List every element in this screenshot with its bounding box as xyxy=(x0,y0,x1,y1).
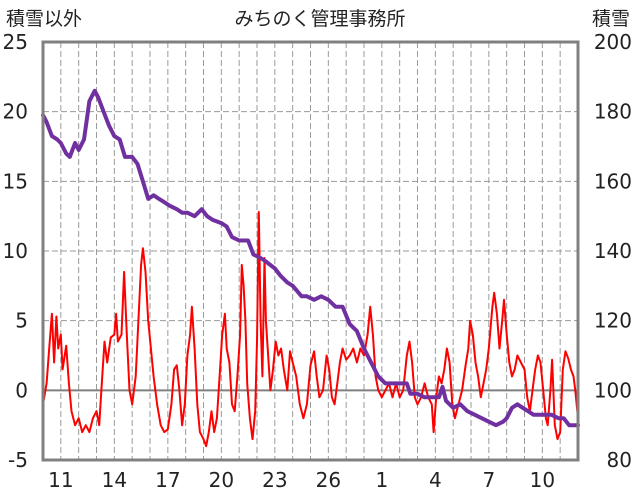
right-tick-label: 80 xyxy=(607,448,632,472)
left-tick-label: 10 xyxy=(3,239,28,263)
right-tick-label: 200 xyxy=(594,30,632,54)
plot-frame xyxy=(41,40,580,462)
left-tick-label: 5 xyxy=(15,309,28,333)
left-axis-title: 積雪以外 xyxy=(6,8,82,30)
x-tick-label: 1 xyxy=(375,468,388,492)
right-tick-label: 100 xyxy=(594,378,632,402)
x-tick-label: 20 xyxy=(209,468,234,492)
left-tick-label: 20 xyxy=(3,100,28,124)
right-tick-label: 160 xyxy=(594,169,632,193)
x-tick-label: 11 xyxy=(48,468,73,492)
x-tick-label: 26 xyxy=(316,468,341,492)
x-tick-label: 23 xyxy=(262,468,287,492)
x-tick-label: 10 xyxy=(530,468,555,492)
left-tick-label: -5 xyxy=(8,448,28,472)
x-tick-label: 17 xyxy=(155,468,180,492)
left-tick-label: 25 xyxy=(3,30,28,54)
x-tick-label: 14 xyxy=(102,468,127,492)
right-tick-label: 180 xyxy=(594,100,632,124)
right-axis-title: 積雪 xyxy=(592,8,630,30)
gridlines xyxy=(43,42,578,460)
left-tick-label: 0 xyxy=(15,378,28,402)
snow-series-line xyxy=(41,88,580,428)
x-tick-label: 7 xyxy=(482,468,495,492)
chart-title: みちのく管理事務所 xyxy=(234,8,405,30)
other-series-line xyxy=(42,211,579,448)
right-tick-label: 120 xyxy=(594,309,632,333)
series-group xyxy=(41,88,580,448)
right-tick-label: 140 xyxy=(594,239,632,263)
x-tick-label: 4 xyxy=(429,468,442,492)
left-tick-label: 15 xyxy=(3,169,28,193)
